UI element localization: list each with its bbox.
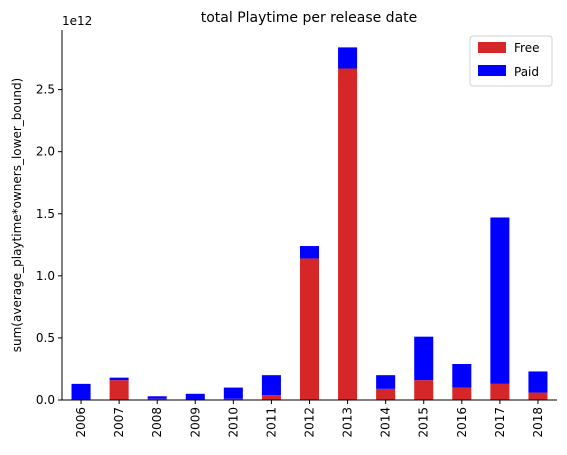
- x-tick-label-2015: 2015: [417, 407, 431, 438]
- bar-paid-2008: [147, 396, 167, 399]
- bar-paid-2011: [261, 375, 281, 396]
- x-ticks-group: 2006 2007 2008 2009 2010 2011 2012 2013 2014 2015…: [74, 400, 545, 438]
- bar-free-2011: [261, 395, 281, 400]
- bar-paid-2013: [338, 47, 358, 69]
- bar-paid-2007: [109, 377, 129, 381]
- legend-swatch-paid: [478, 65, 506, 76]
- bar-free-2010: [223, 398, 243, 400]
- bar-paid-2010: [223, 387, 243, 399]
- bar-free-2008: [147, 398, 167, 400]
- bar-paid-2017: [490, 217, 510, 384]
- legend: Free Paid: [469, 35, 553, 87]
- x-tick-label-2014: 2014: [379, 407, 393, 438]
- x-tick-label-2008: 2008: [150, 407, 164, 438]
- y-tick-label: 1.0: [36, 269, 55, 283]
- legend-swatch-free: [478, 42, 506, 53]
- y-tick-label: 0.0: [36, 393, 55, 407]
- bar-paid-2015: [414, 336, 434, 381]
- y-axis-label: sum(average_playtime*owners_lower_bound): [10, 78, 24, 352]
- x-tick-label-2009: 2009: [188, 407, 202, 438]
- bar-free-2018: [528, 392, 548, 400]
- x-tick-label-2012: 2012: [303, 407, 317, 438]
- bar-paid-2016: [452, 363, 472, 388]
- x-tick-label-2010: 2010: [226, 407, 240, 438]
- chart-title: total Playtime per release date: [201, 10, 418, 26]
- x-tick-label-2018: 2018: [531, 407, 545, 438]
- legend-label-paid: Paid: [514, 65, 539, 79]
- x-tick-label-2006: 2006: [74, 407, 88, 438]
- bar-free-2016: [452, 387, 472, 400]
- bar-paid-2014: [376, 375, 396, 389]
- bar-paid-2009: [185, 393, 205, 400]
- y-tick-label: 0.5: [36, 331, 55, 345]
- legend-label-free: Free: [514, 41, 539, 55]
- x-tick-label-2016: 2016: [455, 407, 469, 438]
- bar-free-2013: [338, 68, 358, 400]
- x-tick-label-2011: 2011: [264, 407, 278, 438]
- bars-group: [71, 47, 548, 400]
- bar-free-2017: [490, 383, 510, 400]
- bar-free-2012: [299, 258, 320, 400]
- x-tick-label-2017: 2017: [493, 407, 507, 438]
- bar-paid-2012: [299, 246, 320, 259]
- x-tick-label-2007: 2007: [112, 407, 126, 438]
- bar-free-2014: [376, 388, 396, 400]
- y-ticks-group: 0.0 0.5 1.0 1.5 2.0 2.5: [36, 83, 62, 407]
- y-tick-label: 2.0: [36, 145, 55, 159]
- bar-free-2015: [414, 380, 434, 400]
- x-tick-label-2013: 2013: [341, 407, 355, 438]
- y-axis-exponent: 1e12: [62, 14, 92, 28]
- y-tick-label: 2.5: [36, 83, 55, 97]
- bar-paid-2006: [71, 383, 91, 400]
- y-tick-label: 1.5: [36, 207, 55, 221]
- bar-paid-2018: [528, 371, 548, 393]
- bar-free-2007: [109, 380, 129, 400]
